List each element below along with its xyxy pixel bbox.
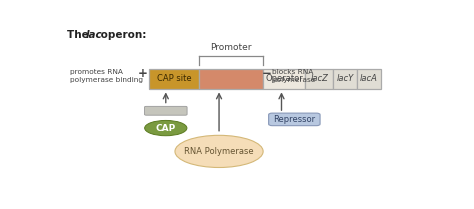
- Ellipse shape: [175, 135, 263, 167]
- Bar: [357, 69, 381, 89]
- Text: operon:: operon:: [97, 30, 146, 40]
- Text: promotes RNA
polymerase binding: promotes RNA polymerase binding: [70, 69, 143, 83]
- Text: lacA: lacA: [360, 74, 378, 83]
- FancyBboxPatch shape: [145, 106, 187, 115]
- Text: lacZ: lacZ: [310, 74, 328, 83]
- Text: lacY: lacY: [336, 74, 354, 83]
- Bar: [305, 69, 333, 89]
- Text: Repressor: Repressor: [273, 115, 315, 124]
- Text: Promoter: Promoter: [210, 43, 252, 52]
- Bar: [333, 69, 357, 89]
- Bar: [263, 69, 305, 89]
- Text: CAP site: CAP site: [157, 74, 191, 83]
- Text: lac: lac: [86, 30, 102, 40]
- Text: blocks RNA
polymerase: blocks RNA polymerase: [272, 69, 316, 83]
- Text: The: The: [66, 30, 92, 40]
- Text: +: +: [138, 67, 148, 80]
- Text: CAP: CAP: [155, 124, 176, 133]
- Text: RNA Polymerase: RNA Polymerase: [184, 147, 254, 156]
- Text: −: −: [262, 67, 272, 80]
- FancyBboxPatch shape: [269, 113, 320, 126]
- Bar: [149, 69, 199, 89]
- Bar: [199, 69, 263, 89]
- Ellipse shape: [145, 120, 187, 136]
- Text: Operator: Operator: [265, 74, 303, 83]
